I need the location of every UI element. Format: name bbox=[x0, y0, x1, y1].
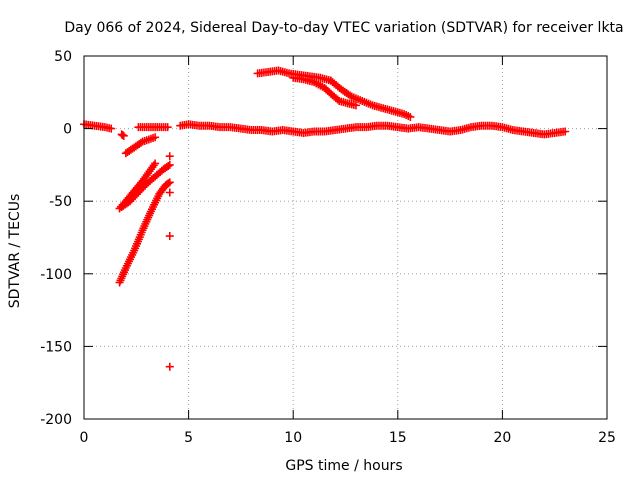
plot-frame bbox=[83, 55, 608, 420]
main-trace-point bbox=[561, 127, 570, 136]
y-tick-label: 0 bbox=[63, 122, 72, 138]
x-tick-label: 20 bbox=[493, 430, 511, 446]
x-tick-label: 0 bbox=[80, 430, 89, 446]
y-axis-label: SDTVAR / TECUs bbox=[7, 194, 23, 309]
chart-title: Day 066 of 2024, Sidereal Day-to-day VTE… bbox=[64, 20, 623, 36]
outlier-point bbox=[165, 232, 174, 241]
y-tick-label: -150 bbox=[40, 339, 72, 355]
main-trace-point bbox=[107, 124, 116, 133]
y-tick-label: -100 bbox=[40, 267, 72, 283]
x-tick-label: 10 bbox=[284, 430, 302, 446]
y-tick-label: 50 bbox=[54, 49, 72, 65]
y-tick-label: -200 bbox=[40, 412, 72, 428]
upper-arc-point bbox=[406, 112, 415, 121]
main-trace-point bbox=[163, 123, 172, 132]
x-tick-label: 25 bbox=[598, 430, 616, 446]
x-tick-label: 5 bbox=[184, 430, 193, 446]
lower-branches-point bbox=[165, 160, 174, 169]
y-tick-label: -50 bbox=[49, 194, 72, 210]
outlier-point bbox=[165, 362, 174, 371]
data-points bbox=[80, 66, 570, 371]
grid-lines bbox=[84, 56, 607, 419]
upper-arc-point bbox=[351, 101, 360, 110]
lower-branches-point bbox=[151, 159, 160, 168]
lower-branches-point bbox=[164, 179, 173, 188]
lower-branches-point bbox=[164, 161, 173, 170]
lower-branches-point bbox=[119, 131, 128, 140]
outlier-point bbox=[165, 152, 174, 161]
axis-ticks: -200 -150 -100 -50 0 50 0 5 10 15 20 25 bbox=[40, 49, 616, 446]
outlier-point bbox=[165, 188, 174, 197]
x-tick-label: 15 bbox=[389, 430, 407, 446]
lower-branches-point bbox=[165, 178, 174, 187]
x-axis-label: GPS time / hours bbox=[285, 458, 402, 474]
lower-branches-point bbox=[151, 133, 160, 142]
